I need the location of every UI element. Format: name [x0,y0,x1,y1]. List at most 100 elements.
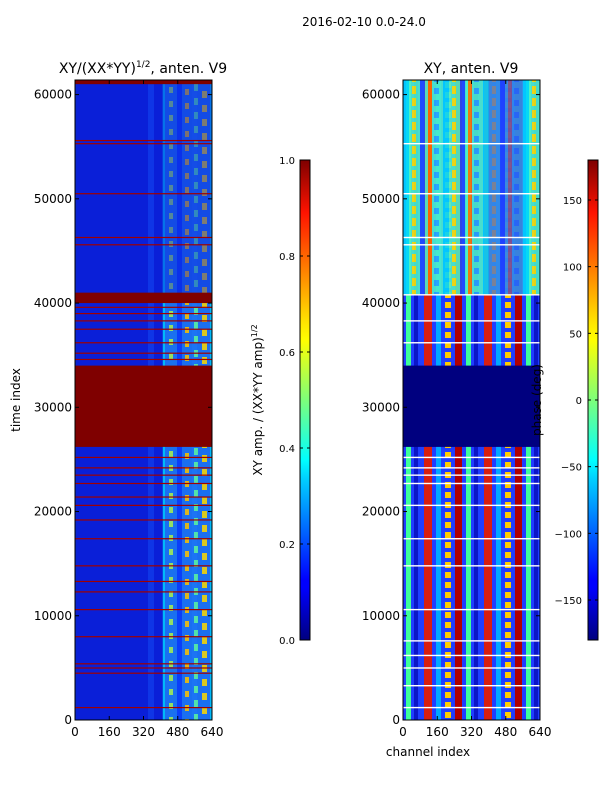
flagged-time-line-3 [75,663,212,665]
flagged-time-line-8 [75,565,212,567]
flagged-time-line-22 [75,312,212,315]
x-tick-label-0: 0 [71,725,79,739]
flagged-time-line-1 [75,672,212,674]
amplitude-panel: XY/(XX*YY)1/2, anten. V9 0 160 320 480 640 0… [9,60,227,739]
y-tick-label-5: 50000 [34,192,72,206]
colorbar-tick-label-5: 100 [563,263,582,274]
flagged-time-line-17 [75,358,212,361]
y-tick-label-0: 0 [392,713,400,727]
amplitude-colorbar-gradient [299,159,311,641]
upper-band-dim [162,84,212,293]
amplitude-colorbar: 0.0 0.2 0.4 0.6 0.8 1.0 XY amp. / (XX*YY amp)… [250,156,311,647]
flagged-time-line-4 [403,640,540,642]
y-tick-label-0: 0 [64,713,72,727]
y-tick-label-4: 40000 [362,296,400,310]
amplitude-x-axis: 0 160 320 480 640 [71,80,223,739]
colorbar-tick-label-3: 0.6 [279,348,295,359]
colorbar-tick-label-3: 0 [576,396,582,407]
flagged-time-line-16 [75,456,212,459]
x-tick-label-1: 160 [98,725,121,739]
y-tick-label-1: 10000 [34,609,72,623]
flagged-time-line-11 [403,467,540,469]
flagged-time-line-12 [75,496,212,498]
phase-panel-title: XY, anten. V9 [424,61,519,77]
amplitude-heatmap [75,80,212,720]
x-tick-label-3: 480 [494,725,517,739]
flagged-time-line-23 [75,306,212,308]
flagged-time-line-2 [75,667,212,669]
y-tick-label-2: 20000 [362,505,400,519]
x-tick-label-2: 320 [132,725,155,739]
flagged-time-line-5 [75,609,212,611]
phase-panel: XY, anten. V9 0 160 320 480 640 0 10000 20000 3… [362,61,552,759]
flagged-time-line-15 [403,294,540,296]
flagged-time-line-0 [75,706,212,709]
flagged-time-line-28 [75,139,212,142]
x-tick-label-3: 480 [166,725,189,739]
colorbar-tick-label-4: 50 [569,329,582,340]
flagged-time-line-12 [403,456,540,459]
flagged-time-block [403,365,540,447]
flagged-time-line-26 [75,193,212,195]
flagged-time-line-24 [75,244,212,246]
flagged-time-line-6 [403,565,540,567]
flagged-time-line-13 [403,342,540,344]
flagged-time-line-19 [403,142,540,145]
flagged-time-line-0 [403,706,540,709]
flagged-time-line-2 [403,667,540,669]
x-tick-label-0: 0 [399,725,407,739]
y-tick-label-5: 50000 [362,192,400,206]
colorbar-tick-label-1: −100 [555,529,582,540]
flagged-time-line-14 [403,320,540,322]
phase-y-axis: 0 10000 20000 30000 40000 50000 60000 [362,88,540,727]
flagged-time-line-18 [75,352,212,354]
phase-colorbar-ticks: −150 −100 −50 0 50 100 150 [555,196,598,607]
colorbar-tick-label-6: 150 [563,196,582,207]
amplitude-panel-title: XY/(XX*YY)1/2, anten. V9 [59,60,227,77]
colorbar-tick-label-0: −150 [555,596,582,607]
x-tick-label-2: 320 [460,725,483,739]
amplitude-y-axis: 0 10000 20000 30000 40000 50000 60000 [34,88,212,727]
colorbar-tick-label-5: 1.0 [279,156,295,167]
flagged-time-line-3 [403,654,540,657]
flagged-time-line-19 [75,342,212,344]
flagged-time-line-25 [75,236,212,239]
flagged-time-line-7 [75,580,212,583]
flagged-time-line-15 [75,467,212,469]
flagged-time-line-4 [75,636,212,638]
x-tick-label-4: 640 [201,725,224,739]
y-tick-label-1: 10000 [362,609,400,623]
phase-x-axis: 0 160 320 480 640 [399,80,551,739]
flagged-time-line-10 [75,519,212,521]
flagged-time-line-20 [75,328,212,330]
phase-upper-blue-region [488,80,523,295]
flagged-time-block-1 [75,292,212,304]
y-tick-label-6: 60000 [362,88,400,102]
x-tick-label-4: 640 [529,725,552,739]
flagged-time-line-27 [75,143,212,145]
phase-colorbar: −150 −100 −50 0 50 100 150 phase (deg) [530,159,599,641]
phase-colorbar-label: phase (deg) [530,364,544,436]
flagged-time-line-18 [403,193,540,195]
colorbar-tick-label-2: 0.4 [279,444,295,455]
colorbar-tick-label-1: 0.2 [279,540,295,551]
flagged-time-line-9 [403,482,540,485]
flagged-time-line-8 [403,504,540,507]
amplitude-colorbar-ticks: 0.0 0.2 0.4 0.6 0.8 1.0 [279,156,310,647]
flagged-time-line-10 [403,474,540,476]
colorbar-tick-label-4: 0.8 [279,252,295,263]
phase-x-label: channel index [386,745,470,759]
x-tick-label-1: 160 [426,725,449,739]
y-tick-label-2: 20000 [34,505,72,519]
flagged-time-line-17 [403,236,540,239]
figure-suptitle: 2016-02-10 0.0-24.0 [302,15,426,29]
flagged-time-line-6 [75,591,212,593]
flagged-time-line-14 [75,474,212,476]
flagged-time-line-5 [403,608,540,611]
flagged-time-line-21 [75,320,212,322]
y-tick-label-3: 30000 [362,400,400,414]
flagged-time-line-7 [403,538,540,540]
flagged-time-block-0 [75,365,212,447]
y-tick-label-6: 60000 [34,88,72,102]
